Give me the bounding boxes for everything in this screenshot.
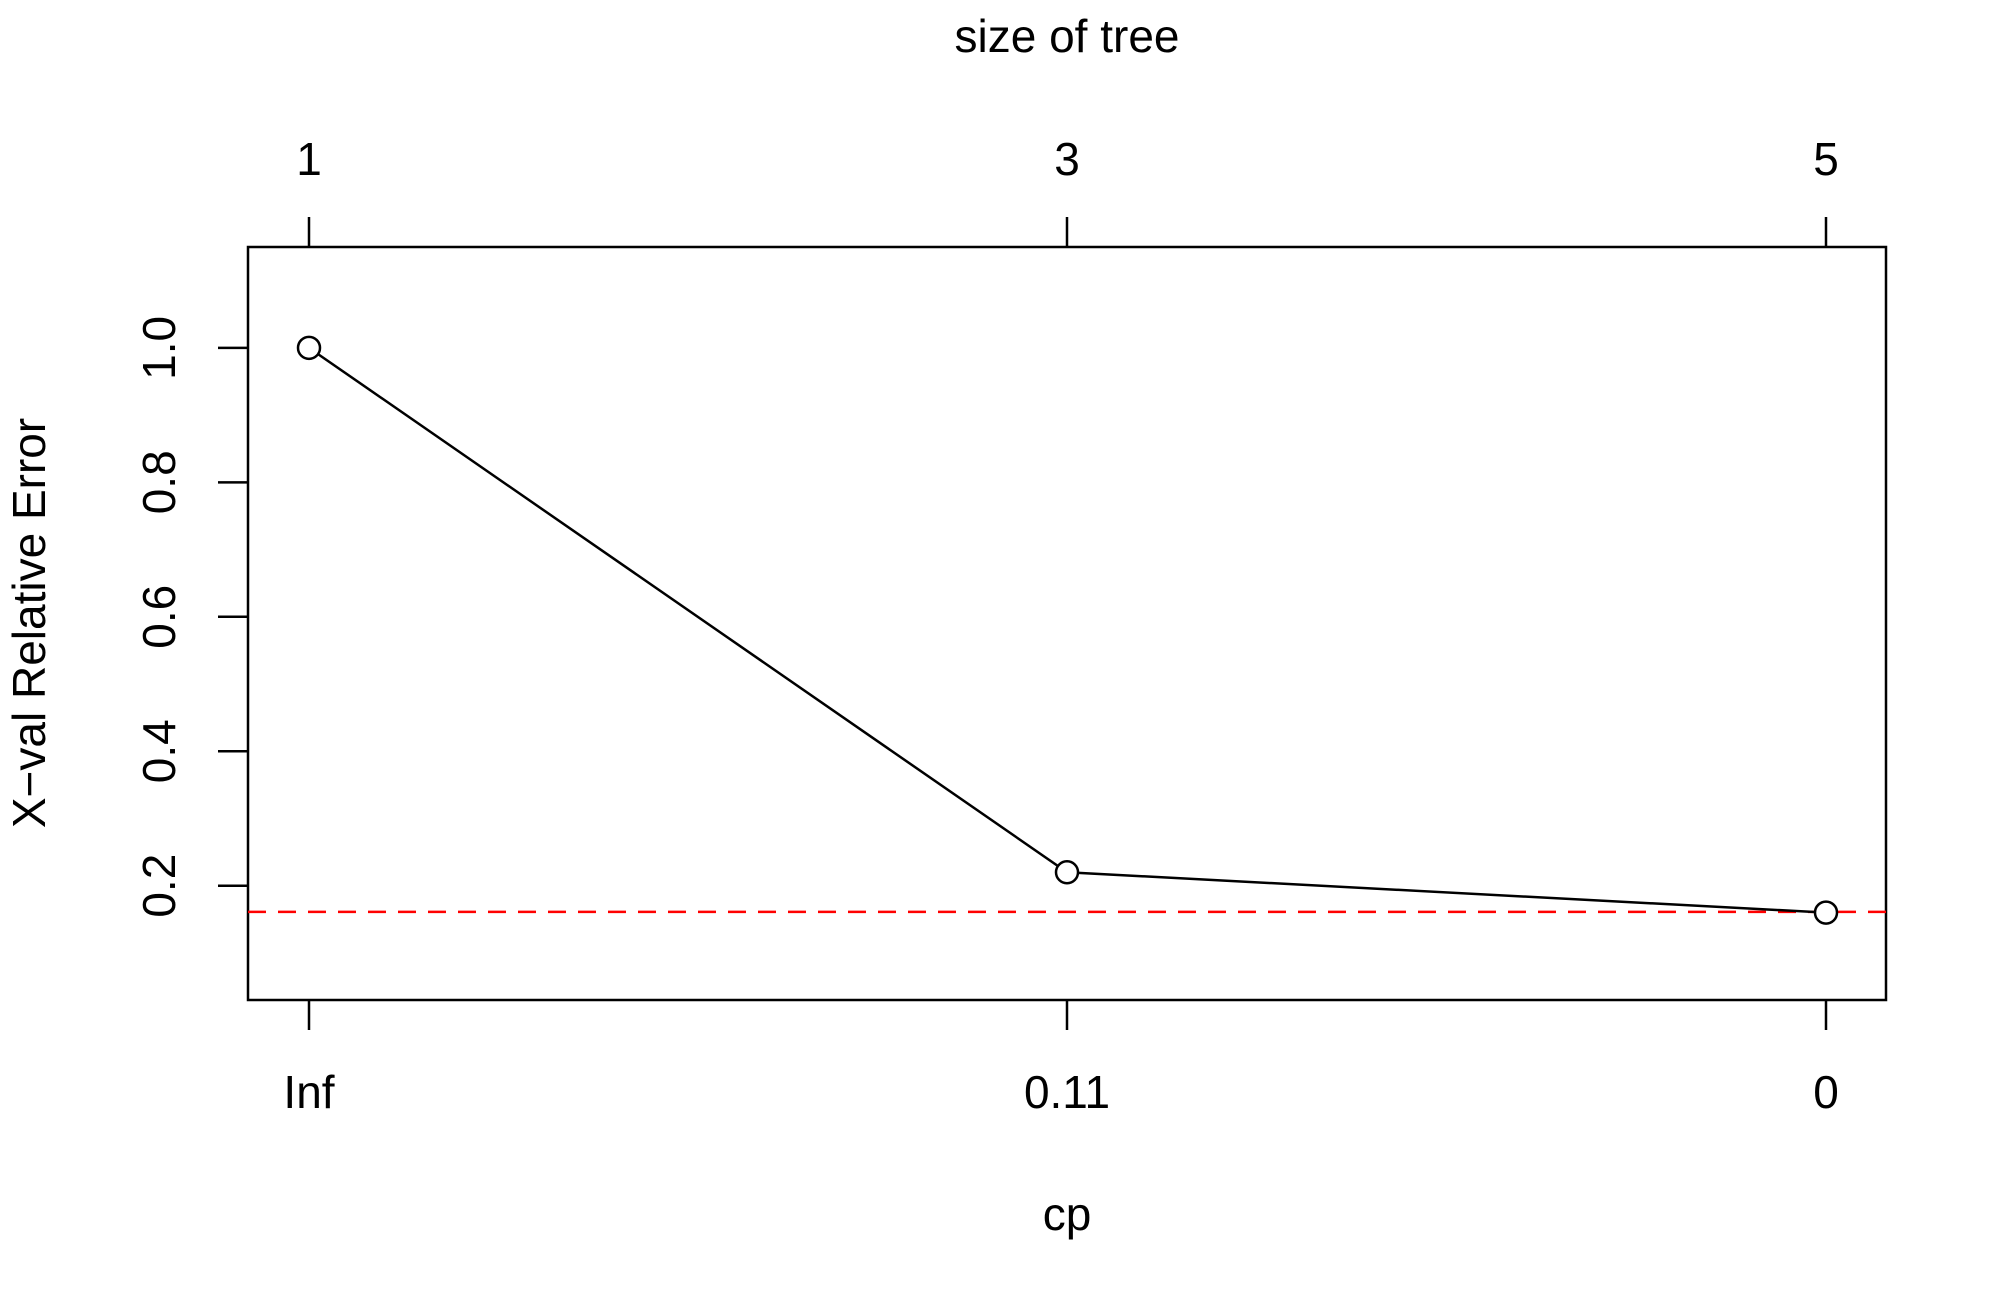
data-point: [1054, 860, 1080, 885]
top-axis-tick-label: 3: [1054, 133, 1080, 185]
x-axis-tick-label: 0: [1813, 1066, 1839, 1118]
y-axis-title: X−val Relative Error: [3, 418, 55, 828]
top-axis-tick-label: 5: [1813, 133, 1839, 185]
data-point: [296, 335, 322, 361]
y-axis-tick-label: 0.6: [133, 585, 185, 649]
x-axis-tick-label: Inf: [283, 1066, 334, 1118]
y-axis-tick-label: 0.2: [133, 854, 185, 918]
series-layer: [296, 335, 1839, 925]
y-axis-tick-label: 0.8: [133, 450, 185, 514]
top-axis-title: size of tree: [955, 10, 1180, 62]
series-line: [308, 346, 1827, 914]
top-axis: 1 3 5: [296, 133, 1839, 247]
left-axis: 0.2 0.4 0.6 0.8 1.0: [133, 316, 248, 918]
top-axis-tick-label: 1: [296, 133, 322, 185]
x-axis-title: cp: [1043, 1188, 1092, 1240]
bottom-axis: Inf 0.11 0: [283, 1000, 1839, 1118]
x-axis-tick-label: 0.11: [1024, 1066, 1110, 1118]
y-axis-tick-label: 1.0: [133, 316, 185, 380]
y-axis-tick-label: 0.4: [133, 719, 185, 783]
plot-frame: [246, 245, 1888, 1002]
data-point: [1813, 900, 1839, 925]
